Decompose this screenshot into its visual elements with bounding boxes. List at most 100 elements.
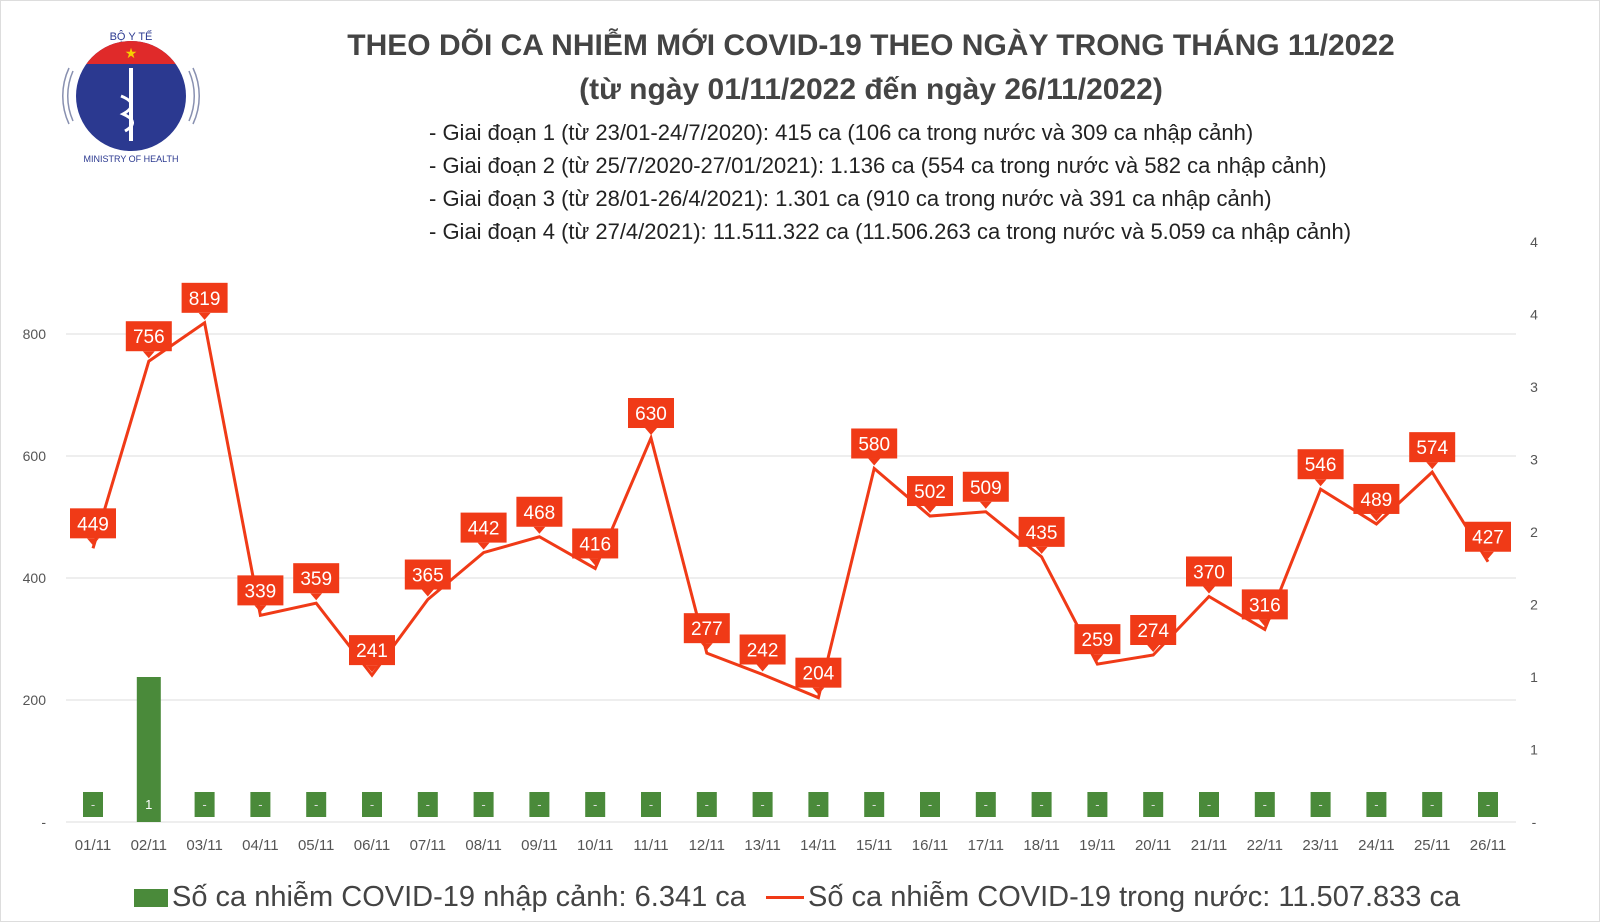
data-label-pointer: [87, 538, 99, 546]
data-label-box: [181, 282, 228, 313]
data-label-box: [404, 559, 451, 590]
data-label-pointer: [198, 312, 211, 320]
x-axis-tick: 11/11: [633, 837, 668, 854]
right-axis-tick: 2: [1530, 524, 1538, 540]
legend-line-swatch: [766, 896, 804, 899]
data-label: 630: [635, 404, 667, 425]
data-label-pointer: [868, 458, 881, 466]
bar-label-box: [1366, 792, 1387, 817]
data-label-box: [349, 635, 395, 666]
data-label-pointer: [1258, 619, 1271, 627]
data-label-pointer: [1370, 513, 1383, 521]
bar-label: -: [91, 797, 95, 812]
logo-bottom-text: MINISTRY OF HEALTH: [83, 154, 178, 164]
note-phase-1: - Giai đoạn 1 (từ 23/01-24/7/2020): 415 …: [429, 120, 1254, 145]
bar-label-box: [194, 792, 215, 817]
x-axis-tick: 14/11: [800, 837, 836, 854]
data-label-pointer: [1035, 546, 1048, 554]
data-label-box: [70, 508, 116, 539]
bar-label: -: [760, 797, 764, 812]
bar-label: 1: [145, 797, 152, 812]
data-label: 274: [1137, 621, 1169, 642]
x-axis-tick: 15/11: [856, 837, 892, 854]
bar-label-box: [585, 792, 606, 817]
bar-label-box: [306, 792, 327, 817]
bar-label: -: [1151, 797, 1155, 812]
x-axis-tick: 09/11: [521, 837, 557, 854]
bar-label: -: [1095, 797, 1099, 812]
data-label: 316: [1249, 595, 1281, 616]
bar-label-box: [1199, 792, 1219, 817]
data-label-pointer: [589, 558, 602, 566]
data-label: 241: [356, 641, 388, 662]
note-phase-3: - Giai đoạn 3 (từ 28/01-26/4/2021): 1.30…: [429, 186, 1272, 211]
x-axis-tick: 04/11: [242, 837, 278, 854]
bar-label: -: [1263, 797, 1267, 812]
data-label-pointer: [366, 665, 378, 673]
data-label: 449: [77, 514, 109, 535]
left-axis-tick: 200: [23, 692, 47, 708]
legend-bar-swatch: [134, 888, 168, 907]
x-axis-tick: 08/11: [465, 837, 501, 854]
bar-label: -: [202, 797, 206, 812]
left-axis-tick: -: [41, 814, 46, 830]
data-label: 339: [245, 581, 277, 602]
bar-label: -: [816, 797, 820, 812]
bar-label: -: [984, 797, 988, 812]
right-axis-tick: 2: [1530, 597, 1538, 613]
data-label-box: [851, 428, 898, 459]
data-label-box: [1241, 589, 1288, 620]
bar-label-box: [83, 792, 103, 817]
bar-label-box: [808, 792, 829, 817]
data-label-box: [1018, 516, 1065, 547]
bar-label-box: [975, 792, 996, 817]
data-label-box: [572, 528, 619, 559]
data-label-box: [907, 476, 953, 507]
data-label-pointer: [1426, 462, 1439, 470]
bar-label-box: [641, 792, 661, 817]
bar: [136, 677, 161, 822]
data-label: 546: [1305, 455, 1337, 476]
data-label-box: [125, 321, 172, 352]
bar-label-box: [1143, 792, 1164, 817]
x-axis-tick: 21/11: [1191, 837, 1227, 854]
x-axis-tick: 13/11: [744, 837, 780, 854]
x-axis-tick: 19/11: [1079, 837, 1115, 854]
data-label-box: [460, 512, 507, 543]
data-label: 502: [914, 482, 946, 503]
right-axis-tick: -: [1532, 814, 1537, 830]
chart-subtitle: (từ ngày 01/11/2022 đến ngày 26/11/2022): [579, 73, 1163, 106]
bar-label: -: [258, 797, 262, 812]
x-axis-tick: 10/11: [577, 837, 613, 854]
bar-label-box: [696, 792, 717, 817]
data-label-pointer: [421, 589, 434, 597]
data-label: 435: [1026, 523, 1058, 544]
x-axis-tick: 20/11: [1135, 837, 1171, 854]
data-label-box: [1409, 432, 1456, 463]
bar-label-box: [1422, 792, 1443, 817]
data-label: 574: [1416, 438, 1448, 459]
x-axis-tick: 23/11: [1302, 837, 1338, 854]
x-axis-tick: 25/11: [1414, 837, 1450, 854]
x-axis-tick: 24/11: [1358, 837, 1394, 854]
data-label-pointer: [979, 501, 992, 509]
data-label-box: [795, 657, 842, 688]
bar-label-box: [529, 792, 550, 817]
x-axis-tick: 02/11: [131, 837, 167, 854]
data-label-pointer: [1314, 479, 1327, 487]
x-axis-tick: 16/11: [912, 837, 948, 854]
data-label-pointer: [1482, 551, 1494, 559]
data-label-box: [293, 563, 340, 594]
data-label: 819: [189, 289, 221, 310]
domestic-line: [91, 320, 1490, 700]
bar-label-box: [1031, 792, 1052, 817]
legend-imported-label: Số ca nhiễm COVID-19 nhập cảnh: 6.341 ca: [172, 881, 746, 913]
data-label: 427: [1472, 528, 1504, 549]
data-label: 359: [300, 569, 332, 590]
data-label-pointer: [645, 428, 657, 436]
data-label-pointer: [142, 351, 155, 359]
right-axis-tick: 4: [1530, 307, 1538, 323]
bar-label: -: [370, 797, 374, 812]
